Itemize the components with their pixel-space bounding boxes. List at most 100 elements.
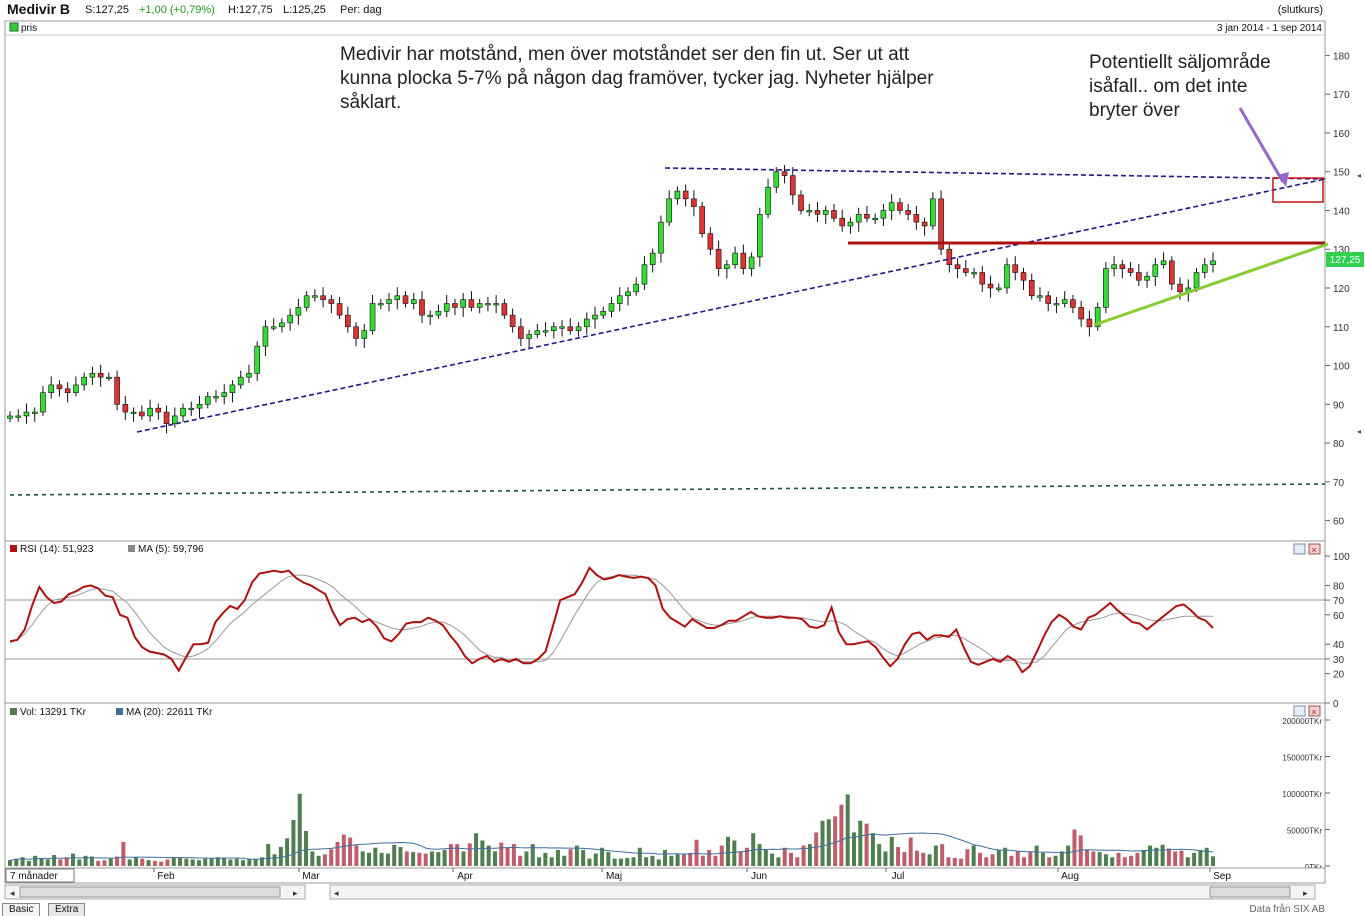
volume-bar	[971, 845, 976, 866]
candle-body	[1045, 295, 1052, 304]
volume-bar	[574, 845, 579, 866]
volume-bar	[518, 855, 523, 866]
volume-bar	[379, 852, 384, 866]
rsi-ma-line	[9, 574, 1213, 664]
candle-body	[1201, 264, 1208, 273]
volume-bar	[259, 857, 264, 866]
candle-body	[246, 372, 252, 378]
tab-extra[interactable]: Extra	[48, 903, 86, 916]
volume-bar	[681, 854, 686, 866]
sell-zone-box	[1272, 177, 1324, 203]
volume-bar	[524, 851, 529, 866]
volume-bar	[127, 859, 132, 866]
volume-bar	[354, 845, 359, 866]
volume-bar	[1122, 857, 1127, 866]
candle-body	[204, 396, 211, 405]
candle-body	[839, 217, 846, 227]
candle-body	[740, 252, 747, 269]
price-tick-label: 120	[1333, 284, 1350, 295]
volume-bar	[1198, 849, 1203, 866]
volume-bar	[1072, 829, 1077, 866]
candle-body	[781, 171, 788, 176]
price-tick-label: 160	[1333, 129, 1350, 140]
candle-body	[460, 299, 466, 308]
tab-basic[interactable]: Basic	[2, 903, 41, 916]
rsi-close-button[interactable]	[1308, 543, 1321, 555]
candle-body	[410, 299, 417, 304]
candle-body	[353, 326, 359, 339]
range-selector[interactable]	[5, 868, 75, 883]
candle-body	[303, 295, 310, 308]
candle-body	[139, 411, 145, 417]
volume-bar	[467, 843, 472, 866]
volume-bar	[178, 857, 183, 866]
volume-bar	[316, 855, 321, 866]
vol-ma-legend: MA (20): 22611 TKr	[126, 707, 213, 718]
volume-bar	[606, 852, 611, 866]
volume-bar	[1097, 852, 1102, 866]
candle-body	[864, 214, 870, 219]
volume-bar	[990, 854, 995, 866]
candle-body	[1053, 303, 1060, 306]
candle-body	[171, 415, 178, 424]
candle-body	[1004, 264, 1010, 289]
volume-bar	[8, 860, 12, 866]
time-scrollbar[interactable]	[329, 884, 1316, 900]
volume-bar	[474, 833, 479, 866]
volume-bar	[644, 857, 649, 866]
rsi-axis: 0 20 30 40 60 70 80 100	[1325, 552, 1350, 710]
volume-bar	[618, 858, 623, 866]
volume-bar	[1160, 844, 1165, 866]
rsi-panel-frame	[4, 540, 1326, 704]
candle-body	[526, 334, 532, 339]
candle-body	[452, 303, 458, 308]
price-mode: (slutkurs)	[1277, 4, 1323, 16]
volume-bar	[348, 837, 353, 866]
volume-bar	[115, 856, 120, 866]
vol-settings-button[interactable]	[1293, 705, 1306, 717]
candle-body	[715, 248, 722, 269]
candle-body	[872, 217, 878, 221]
volume-bar	[322, 854, 327, 866]
volume-bar	[190, 859, 195, 866]
volume-bar	[505, 847, 510, 866]
volume-bar	[631, 857, 636, 866]
candle-body	[674, 190, 681, 200]
volume-bar	[1141, 849, 1146, 866]
zoom-thumb[interactable]	[19, 886, 281, 898]
volume-bar	[1085, 849, 1090, 866]
volume-bar	[965, 849, 970, 866]
volume-bar	[203, 858, 208, 866]
volume-bar	[914, 850, 919, 866]
vol-tick-label: 200000TKr	[1282, 717, 1322, 726]
volume-bar	[820, 820, 825, 866]
rsi-tick-label: 70	[1333, 596, 1345, 607]
volume-bar	[845, 794, 850, 866]
close-icon: ×	[1311, 707, 1316, 717]
candle-body	[180, 407, 186, 417]
candle-body	[913, 214, 920, 223]
volume-bar	[436, 852, 441, 866]
candle-body	[1061, 299, 1068, 304]
candle-body	[56, 384, 63, 390]
time-axis-bar	[4, 867, 1326, 884]
volume-bar	[952, 857, 957, 866]
volume-bar	[889, 836, 894, 866]
volume-bar	[877, 844, 882, 866]
data-credit: Data från SIX AB	[1249, 904, 1325, 915]
annotation-right-1: Potentiellt säljområde	[1089, 52, 1271, 73]
volume-bar	[1015, 851, 1020, 866]
volume-bar	[480, 840, 485, 866]
time-thumb[interactable]	[1209, 886, 1291, 898]
volume-bar	[1091, 851, 1096, 866]
price-tick-label: 130	[1333, 245, 1350, 256]
rsi-settings-button[interactable]	[1293, 543, 1306, 555]
vol-close-button[interactable]	[1308, 705, 1321, 717]
candle-body	[122, 404, 129, 413]
volume-bar	[45, 859, 50, 866]
volume-bar	[694, 839, 699, 866]
candle-body	[905, 210, 911, 215]
volume-bar	[1135, 852, 1140, 866]
volume-bar	[593, 853, 598, 866]
volume-bar	[448, 844, 453, 866]
